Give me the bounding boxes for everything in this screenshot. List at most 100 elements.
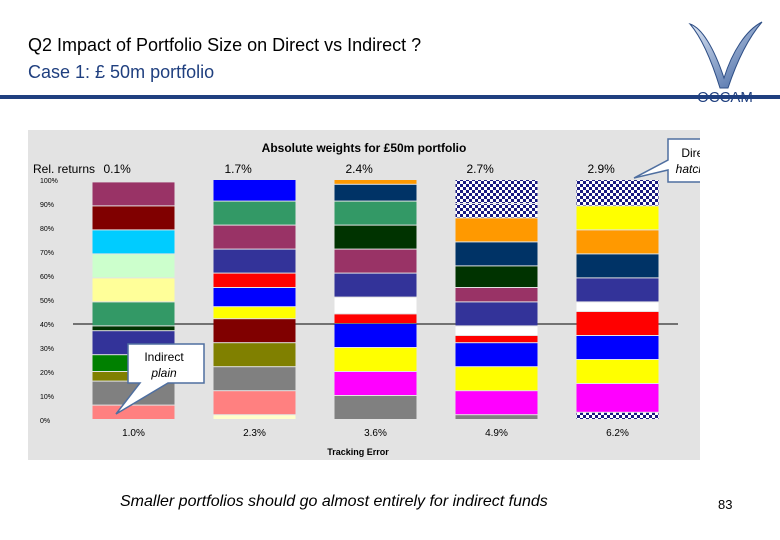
rel-return-label: 2.7% (467, 162, 495, 176)
bar-5-segment-3-indirect (576, 360, 659, 383)
bar-3-segment-2-indirect (334, 372, 417, 395)
bar-4-segment-3-indirect (455, 367, 538, 391)
bar-5-segment-11-direct (576, 180, 659, 206)
bar-5-segment-5-indirect (576, 312, 659, 335)
bar-4-segment-4-indirect (455, 343, 538, 367)
y-tick-label: 20% (40, 370, 54, 377)
rel-return-label: 2.4% (346, 162, 374, 176)
bar-1-segment-7-indirect (92, 302, 175, 326)
y-tick-label: 90% (40, 202, 54, 209)
bar-1-segment-12-indirect (92, 182, 175, 206)
bar-1-segment-8-indirect (92, 278, 175, 302)
bar-3-segment-4-indirect (334, 324, 417, 347)
bar-4-segment-5-indirect (455, 336, 538, 343)
bar-1-segment-11-indirect (92, 206, 175, 230)
bar-4-segment-8-indirect (455, 288, 538, 302)
bar-4-segment-6-indirect (455, 326, 538, 335)
bar-2-segment-9-indirect (213, 249, 296, 273)
bar-1-segment-6-indirect (92, 326, 175, 331)
slide-subtitle: Case 1: £ 50m portfolio (28, 62, 215, 82)
bar-5-segment-1-direct (576, 412, 659, 419)
y-tick-label: 60% (40, 274, 54, 281)
bar-1 (92, 182, 175, 419)
bar-4-segment-2-indirect (455, 391, 538, 415)
bar-3-segment-1-indirect (334, 396, 417, 419)
rel-return-label: 1.7% (225, 162, 253, 176)
y-tick-label: 30% (40, 346, 54, 353)
bar-4-segment-9-indirect (455, 266, 538, 287)
slide-title: Q2 Impact of Portfolio Size on Direct vs… (28, 35, 422, 55)
x-tick-label: 1.0% (122, 428, 145, 439)
chart-title: Absolute weights for £50m portfolio (262, 141, 467, 155)
bar-2-segment-7-indirect (213, 288, 296, 307)
y-tick-label: 80% (40, 226, 54, 233)
rel-returns-label: Rel. returns (33, 162, 95, 176)
y-tick-label: 50% (40, 298, 54, 305)
indirect-callout-shape (115, 343, 205, 415)
bar-4-segment-1-indirect (455, 415, 538, 419)
indirect-callout-line2: plain (150, 366, 177, 380)
logo-v-mark (688, 21, 763, 89)
x-tick-labels: 1.0% 2.3% 3.6% 4.9% 6.2% (122, 428, 629, 439)
chart-panel: Absolute weights for £50m portfolio Rel.… (28, 130, 727, 460)
x-axis-label: Tracking Error (327, 447, 389, 457)
bar-3-segment-12-indirect (334, 180, 417, 184)
bar-5-segment-2-indirect (576, 384, 659, 412)
indirect-callout-line1: Indirect (144, 350, 184, 364)
bar-2-segment-2-indirect (213, 391, 296, 415)
y-tick-label: 0% (40, 418, 50, 425)
bar-1-segment-9-indirect (92, 254, 175, 278)
bar-3-segment-3-indirect (334, 348, 417, 371)
x-tick-label: 6.2% (606, 428, 629, 439)
bar-3-segment-11-indirect (334, 184, 417, 201)
direct-callout-line1: Direct (681, 146, 700, 160)
bar-4-segment-12-direct (455, 204, 538, 218)
header-rule (0, 95, 780, 99)
bar-1-segment-10-indirect (92, 230, 175, 254)
bar-3-segment-9-indirect (334, 225, 417, 249)
y-tick-label: 100% (40, 178, 58, 185)
bar-2 (213, 180, 296, 419)
bar-4-segment-10-indirect (455, 242, 538, 266)
bar-5-segment-7-indirect (576, 278, 659, 302)
bar-2-segment-5-indirect (213, 319, 296, 343)
rel-returns-labels: 0.1% 1.7% 2.4% 2.7% 2.9% (104, 162, 616, 176)
bar-2-segment-4-indirect (213, 343, 296, 367)
y-tick-label: 10% (40, 394, 54, 401)
bars (92, 180, 659, 419)
bar-2-segment-8-indirect (213, 273, 296, 287)
bar-2-segment-12-indirect (213, 180, 296, 201)
bar-5-segment-4-indirect (576, 336, 659, 359)
y-tick-label: 70% (40, 250, 54, 257)
stacked-bar-chart: Absolute weights for £50m portfolio Rel.… (33, 138, 727, 457)
bar-4-segment-13-direct (455, 180, 538, 203)
direct-callout: Direct hatched (633, 138, 727, 183)
rel-return-label: 0.1% (104, 162, 132, 176)
bar-4-segment-7-indirect (455, 302, 538, 326)
bar-3-segment-8-indirect (334, 249, 417, 273)
bar-5-segment-8-indirect (576, 254, 659, 278)
bar-2-segment-3-indirect (213, 367, 296, 391)
bar-2-segment-1-indirect (213, 415, 296, 419)
direct-callout-line2: hatched (676, 162, 700, 176)
rel-return-label: 2.9% (588, 162, 616, 176)
bar-2-segment-11-indirect (213, 201, 296, 225)
bar-4 (455, 180, 538, 419)
y-axis: 0% 10% 20% 30% 40% 50% 60% 70% 80% 90% 100% (40, 178, 58, 425)
bar-4-segment-11-indirect (455, 218, 538, 242)
x-tick-label: 2.3% (243, 428, 266, 439)
bar-3-segment-6-indirect (334, 297, 417, 314)
y-tick-label: 40% (40, 322, 54, 329)
bar-5-segment-10-indirect (576, 206, 659, 230)
bar-3-segment-5-indirect (334, 314, 417, 323)
bar-5 (576, 180, 659, 419)
x-tick-label: 3.6% (364, 428, 387, 439)
bar-5-segment-9-indirect (576, 230, 659, 254)
footer-note: Smaller portfolios should go almost enti… (120, 493, 548, 510)
bar-1-segment-1-indirect (92, 405, 175, 419)
page-number: 83 (718, 497, 733, 512)
bar-3-segment-7-indirect (334, 273, 417, 297)
bar-2-segment-10-indirect (213, 225, 296, 249)
indirect-callout: Indirect plain (115, 343, 205, 415)
bar-3 (334, 180, 417, 419)
